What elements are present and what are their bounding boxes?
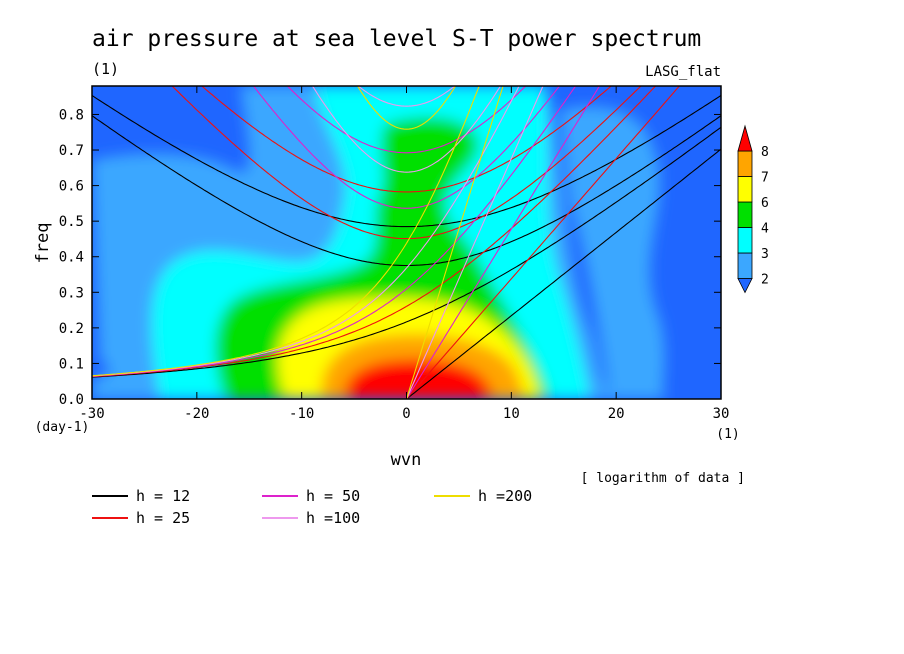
x-tick-label: 0 xyxy=(402,406,410,422)
colorbar-label: 2 xyxy=(761,273,769,288)
y-tick-label: 0.3 xyxy=(59,285,84,301)
dispersion-curve-ig1 xyxy=(92,115,721,267)
legend-label: h = 25 xyxy=(136,509,190,527)
x-tick-label: -10 xyxy=(289,406,314,422)
x-tick-label: -20 xyxy=(184,406,209,422)
chart-title: air pressure at sea level S-T power spec… xyxy=(92,26,701,52)
colorbar-swatch xyxy=(737,176,753,203)
colorbar-arrow-high xyxy=(737,124,753,152)
x-axis-title: wvn xyxy=(391,450,422,470)
x-tick-label: 10 xyxy=(503,406,520,422)
y-tick-label: 0.5 xyxy=(59,214,84,230)
colorbar-label: 3 xyxy=(761,247,769,262)
dispersion-curve-eig0 xyxy=(406,86,577,290)
dispersion-curve-ig2 xyxy=(201,86,612,193)
colorbar-label: 6 xyxy=(761,196,769,211)
y-unit-label: (day-1) xyxy=(35,420,90,435)
colorbar-label: 4 xyxy=(761,222,769,237)
colorbar-swatch xyxy=(737,227,753,254)
dispersion-curve-kelvin xyxy=(406,86,601,399)
y-axis: 0.0 0.1 0.2 0.3 0.4 0.5 0.6 0.7 0.8 xyxy=(59,107,721,408)
x-tick-label: 30 xyxy=(713,406,730,422)
legend-label: h =200 xyxy=(478,487,532,505)
spectrum-plot-area xyxy=(92,86,721,399)
dispersion-curve-kelvin xyxy=(405,86,504,399)
y-axis-title: freq xyxy=(33,223,53,264)
dispersion-curve-mrg xyxy=(92,321,407,378)
y-tick-label: 0.1 xyxy=(59,356,84,372)
dispersion-curve-ig2 xyxy=(286,86,527,154)
y-tick-label: 0.0 xyxy=(59,392,84,408)
dispersion-curve-ig2 xyxy=(357,86,456,107)
colorbar-swatch xyxy=(737,150,753,177)
x-tick-label: -30 xyxy=(79,406,104,422)
y-tick-label: 0.4 xyxy=(59,250,84,266)
legend-label: h = 50 xyxy=(306,487,360,505)
y-tick-label: 0.6 xyxy=(59,179,84,195)
legend-label: h = 12 xyxy=(136,487,190,505)
dispersion-curve-eig0 xyxy=(406,86,657,307)
model-label: LASG_flat xyxy=(645,64,721,80)
dispersion-curve-eig0 xyxy=(406,86,480,244)
colorbar-swatch xyxy=(737,201,753,228)
dispersion-curve-eig0 xyxy=(406,126,721,323)
y-tick-label: 0.8 xyxy=(59,107,84,123)
colorbar: 2 3 4 6 7 8 xyxy=(737,124,769,294)
x-unit-label: (1) xyxy=(716,427,739,442)
y-tick-label: 0.2 xyxy=(59,321,84,337)
dispersion-curve-ig1 xyxy=(252,86,561,209)
dispersion-curve-kelvin xyxy=(405,86,544,399)
dispersion-curve-kelvin xyxy=(406,148,721,399)
x-tick-label: 20 xyxy=(608,406,625,422)
dispersion-curve-ig1 xyxy=(171,86,642,240)
dispersion-curve-kelvin xyxy=(406,86,681,399)
colorbar-swatch xyxy=(737,252,753,279)
colorbar-label: 7 xyxy=(761,171,769,186)
data-note: [ logarithm of data ] xyxy=(581,471,745,486)
colorbar-label: 8 xyxy=(761,145,769,160)
chart-subtitle: (1) xyxy=(92,60,119,78)
dispersion-curve-ig1 xyxy=(356,86,457,130)
dispersion-curve-eig0 xyxy=(406,86,520,269)
colorbar-arrow-low xyxy=(737,278,753,294)
x-axis: -30 -20 -10 0 10 20 30 xyxy=(79,86,729,422)
dispersion-curve-mrg xyxy=(92,305,407,378)
legend: h = 12 h = 25 h = 50 h =100 h =200 xyxy=(92,487,532,527)
y-tick-label: 0.7 xyxy=(59,143,84,159)
shade-level-2-3-right xyxy=(560,106,665,399)
dispersion-curve-mrg xyxy=(92,243,407,377)
dispersion-curve-ig1 xyxy=(311,86,502,173)
legend-label: h =100 xyxy=(306,509,360,527)
